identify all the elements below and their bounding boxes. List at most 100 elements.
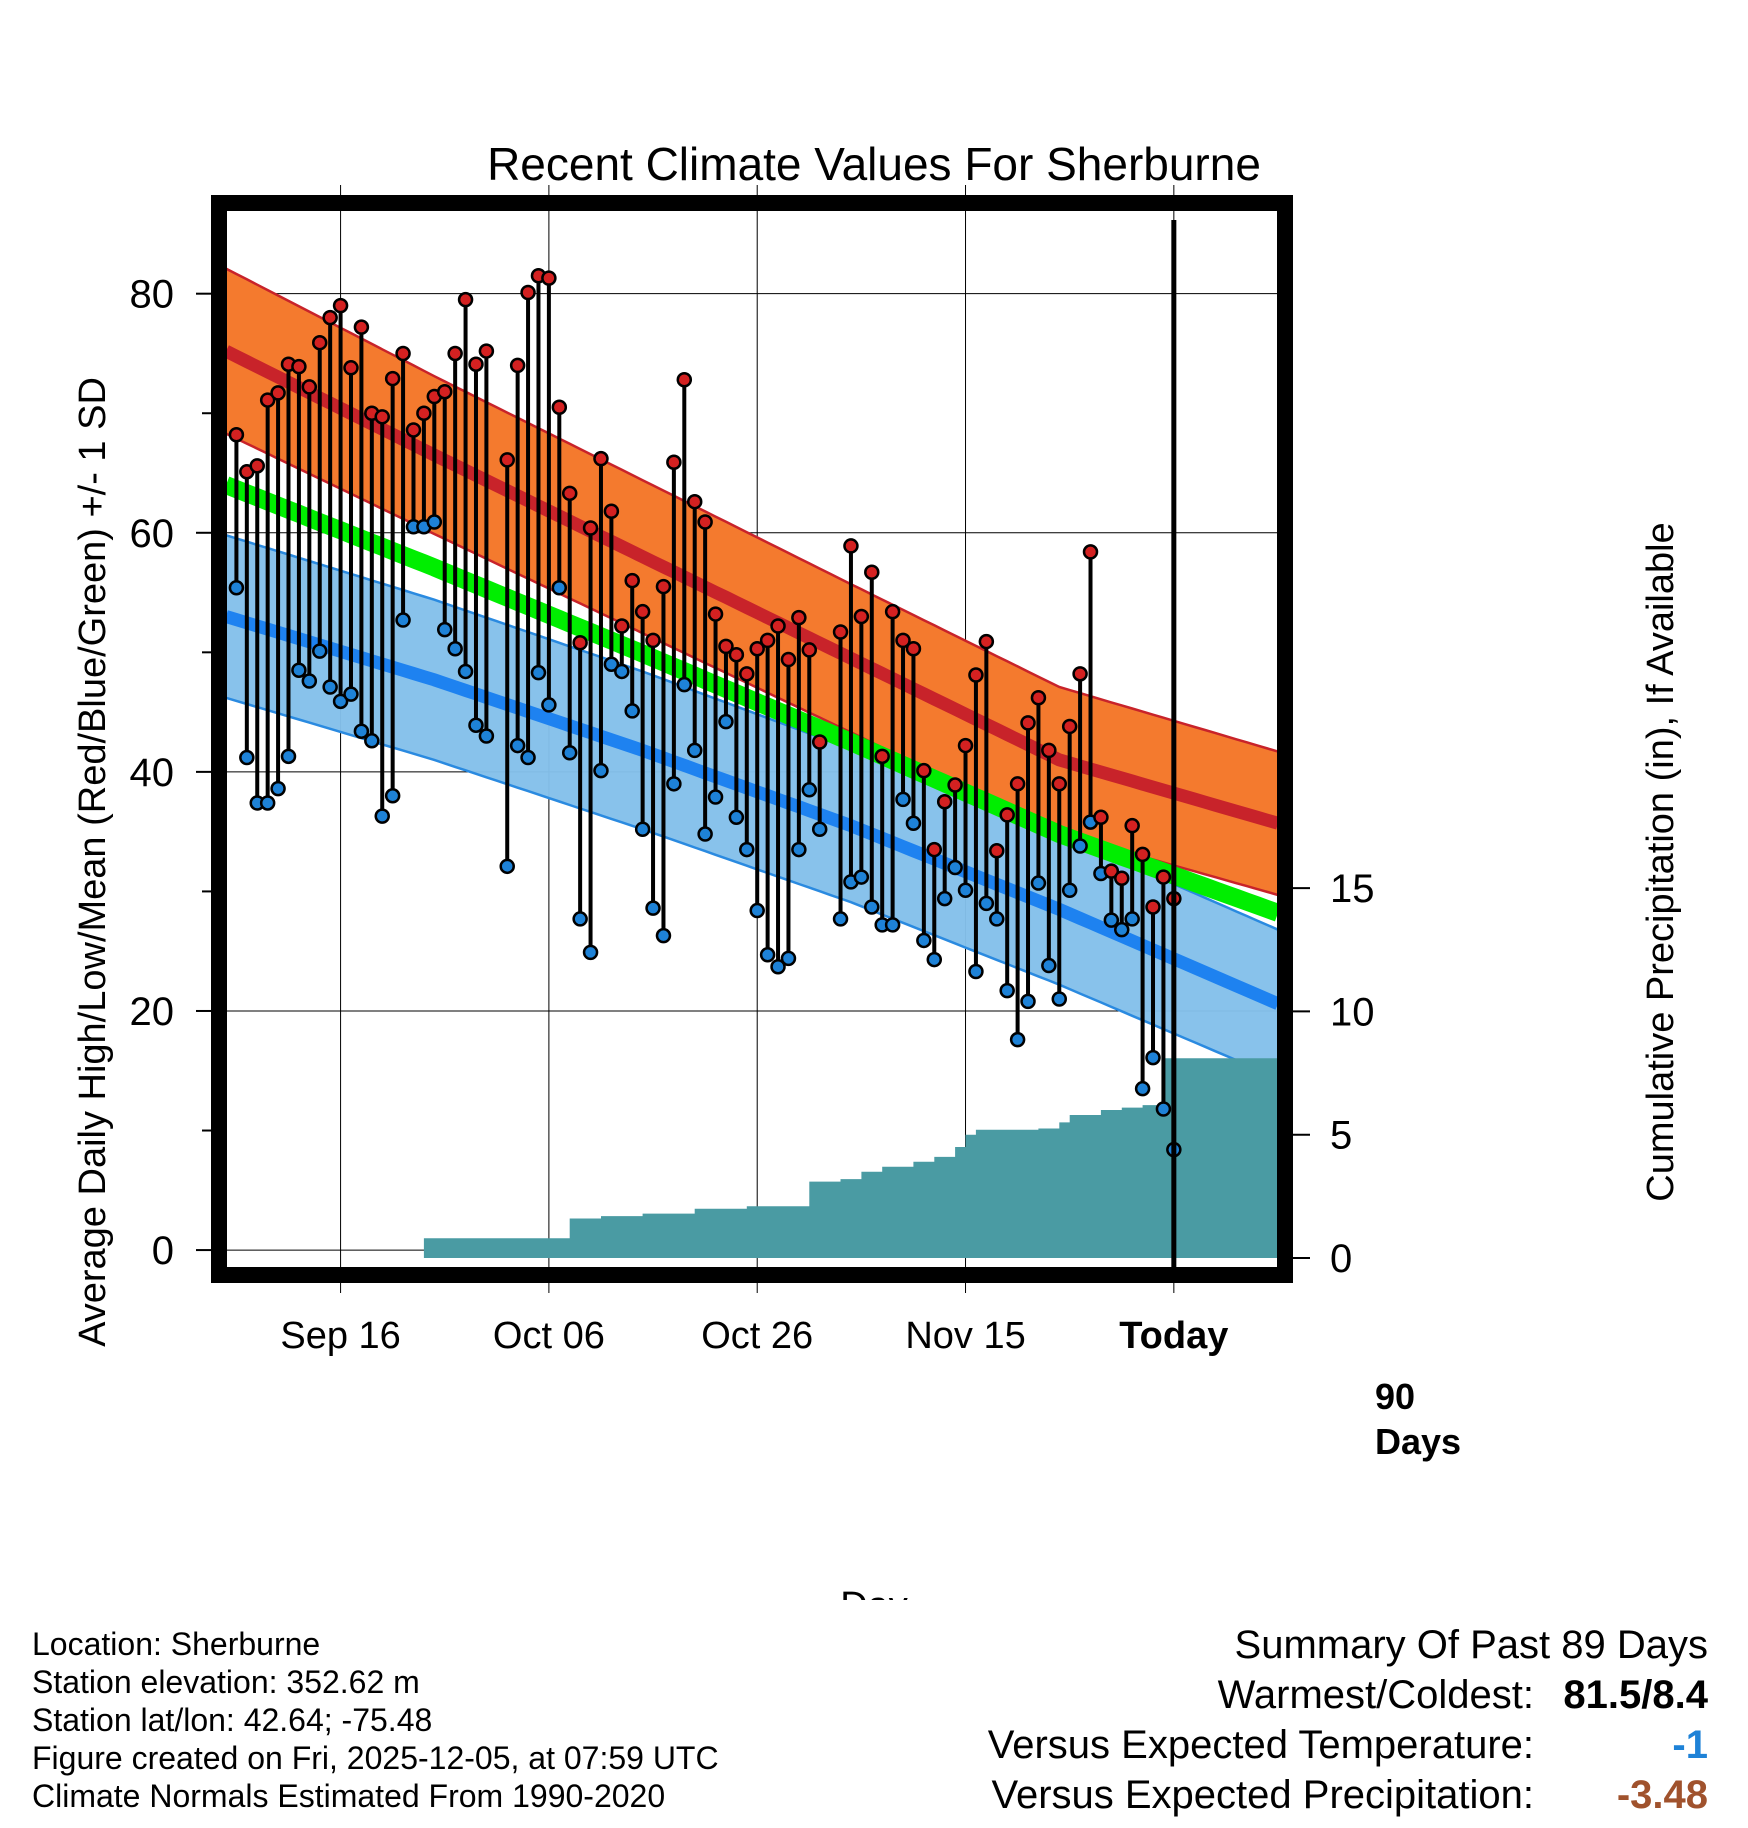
daily-high-point <box>770 618 786 634</box>
daily-high-point <box>499 452 515 468</box>
daily-high-point <box>801 642 818 658</box>
daily-low-point <box>1155 1101 1172 1117</box>
daily-high-point <box>332 297 349 314</box>
daily-high-point <box>957 737 974 754</box>
daily-low-point <box>239 749 255 766</box>
daily-points <box>228 268 1182 1158</box>
daily-low-point <box>884 917 901 933</box>
daily-high-point <box>634 603 651 620</box>
daily-high-point <box>374 409 390 425</box>
daily-high-point <box>916 762 932 779</box>
daily-low-point <box>1103 912 1120 928</box>
daily-high-point <box>645 632 661 649</box>
cumulative-precip-area <box>226 1058 1278 1258</box>
y-right-tick-label: 15 <box>1330 867 1375 911</box>
daily-high-point <box>395 345 411 362</box>
daily-low-point <box>530 664 547 681</box>
daily-low-point <box>801 782 818 798</box>
daily-low-point <box>478 728 495 744</box>
daily-low-point <box>968 963 984 980</box>
daily-low-point <box>1061 882 1078 898</box>
daily-low-point <box>468 717 484 734</box>
daily-low-point <box>999 982 1015 999</box>
x-tick-label: Nov 15 <box>905 1315 1025 1357</box>
daily-high-point <box>811 734 828 750</box>
y-tick-label: 40 <box>130 751 175 795</box>
daily-low-point <box>582 944 599 961</box>
daily-low-point <box>780 950 797 967</box>
daily-high-point <box>791 609 807 626</box>
daily-high-point <box>311 334 328 351</box>
daily-low-point <box>853 869 870 885</box>
daily-high-point <box>676 372 693 388</box>
today-days-count: 90 <box>1375 1376 1415 1417</box>
daily-high-point <box>718 638 734 655</box>
daily-low-point <box>624 703 640 719</box>
daily-high-point <box>541 270 557 286</box>
daily-high-point <box>728 646 745 663</box>
elevation-text: Station elevation: 352.62 m <box>32 1664 420 1700</box>
precip-value: -3.48 <box>1616 1773 1708 1817</box>
latlon-text: Station lat/lon: 42.64; -75.48 <box>32 1702 433 1738</box>
daily-high-point <box>614 618 630 634</box>
daily-high-point <box>436 383 453 400</box>
summary-panel: Summary Of Past 89 Days Warmest/Coldest:… <box>988 1620 1708 1820</box>
low-sd-band <box>226 535 1278 1078</box>
daily-low-point <box>791 841 807 858</box>
daily-low-point <box>572 911 588 927</box>
daily-low-point <box>749 902 765 919</box>
daily-low-point <box>447 640 463 657</box>
station-info: Location: Sherburne Station elevation: 3… <box>32 1625 719 1815</box>
daily-high-point <box>551 399 568 416</box>
daily-low-point <box>364 733 380 749</box>
daily-low-point <box>374 808 390 824</box>
daily-high-point <box>936 794 953 810</box>
daily-high-point <box>624 572 640 589</box>
daily-high-point <box>322 309 338 326</box>
chart-title: Recent Climate Values For Sherburne <box>487 138 1261 190</box>
daily-low-point <box>426 514 443 530</box>
daily-high-point <box>759 632 776 649</box>
daily-high-point <box>874 748 890 765</box>
daily-low-point <box>520 749 536 766</box>
daily-low-point <box>718 713 734 730</box>
low-mean-line <box>224 610 1281 1010</box>
daily-high-point <box>343 360 359 376</box>
daily-low-point <box>989 911 1005 927</box>
daily-high-point <box>1051 776 1068 792</box>
summary-title: Summary Of Past 89 Days <box>1234 1623 1708 1667</box>
daily-high-point <box>843 538 859 554</box>
daily-low-point <box>436 621 453 638</box>
daily-high-point <box>1114 870 1130 887</box>
daily-low-point <box>1041 957 1057 974</box>
daily-high-point <box>228 427 245 443</box>
daily-low-point <box>832 911 849 927</box>
daily-high-point <box>1009 776 1026 792</box>
daily-low-point <box>895 791 911 808</box>
daily-high-point <box>989 843 1005 859</box>
daily-low-point <box>322 679 338 695</box>
daily-high-point <box>468 356 484 372</box>
daily-high-point <box>1061 718 1078 735</box>
daily-low-point <box>291 662 307 679</box>
daily-high-point <box>1030 690 1047 706</box>
daily-high-point <box>478 343 495 359</box>
daily-low-point <box>280 748 297 765</box>
daily-high-point <box>291 358 307 375</box>
daily-low-point <box>343 686 359 702</box>
daily-low-point <box>759 947 776 963</box>
daily-low-point <box>811 821 828 838</box>
daily-high-point <box>697 514 713 530</box>
daily-high-point <box>1124 817 1140 834</box>
daily-high-point <box>447 345 463 362</box>
daily-range-stems <box>234 275 1176 1150</box>
daily-low-point <box>614 663 630 680</box>
y-right-tick-label: 5 <box>1330 1114 1352 1158</box>
daily-high-point <box>947 777 963 793</box>
precip-label: Versus Expected Precipitation: <box>991 1773 1534 1817</box>
warmest-value: 81.5/8.4 <box>1563 1673 1708 1717</box>
daily-low-point <box>593 762 609 779</box>
daily-high-point <box>270 385 286 401</box>
y-tick-label: 60 <box>130 512 175 556</box>
created-text: Figure created on Fri, 2025-12-05, at 07… <box>32 1740 719 1776</box>
